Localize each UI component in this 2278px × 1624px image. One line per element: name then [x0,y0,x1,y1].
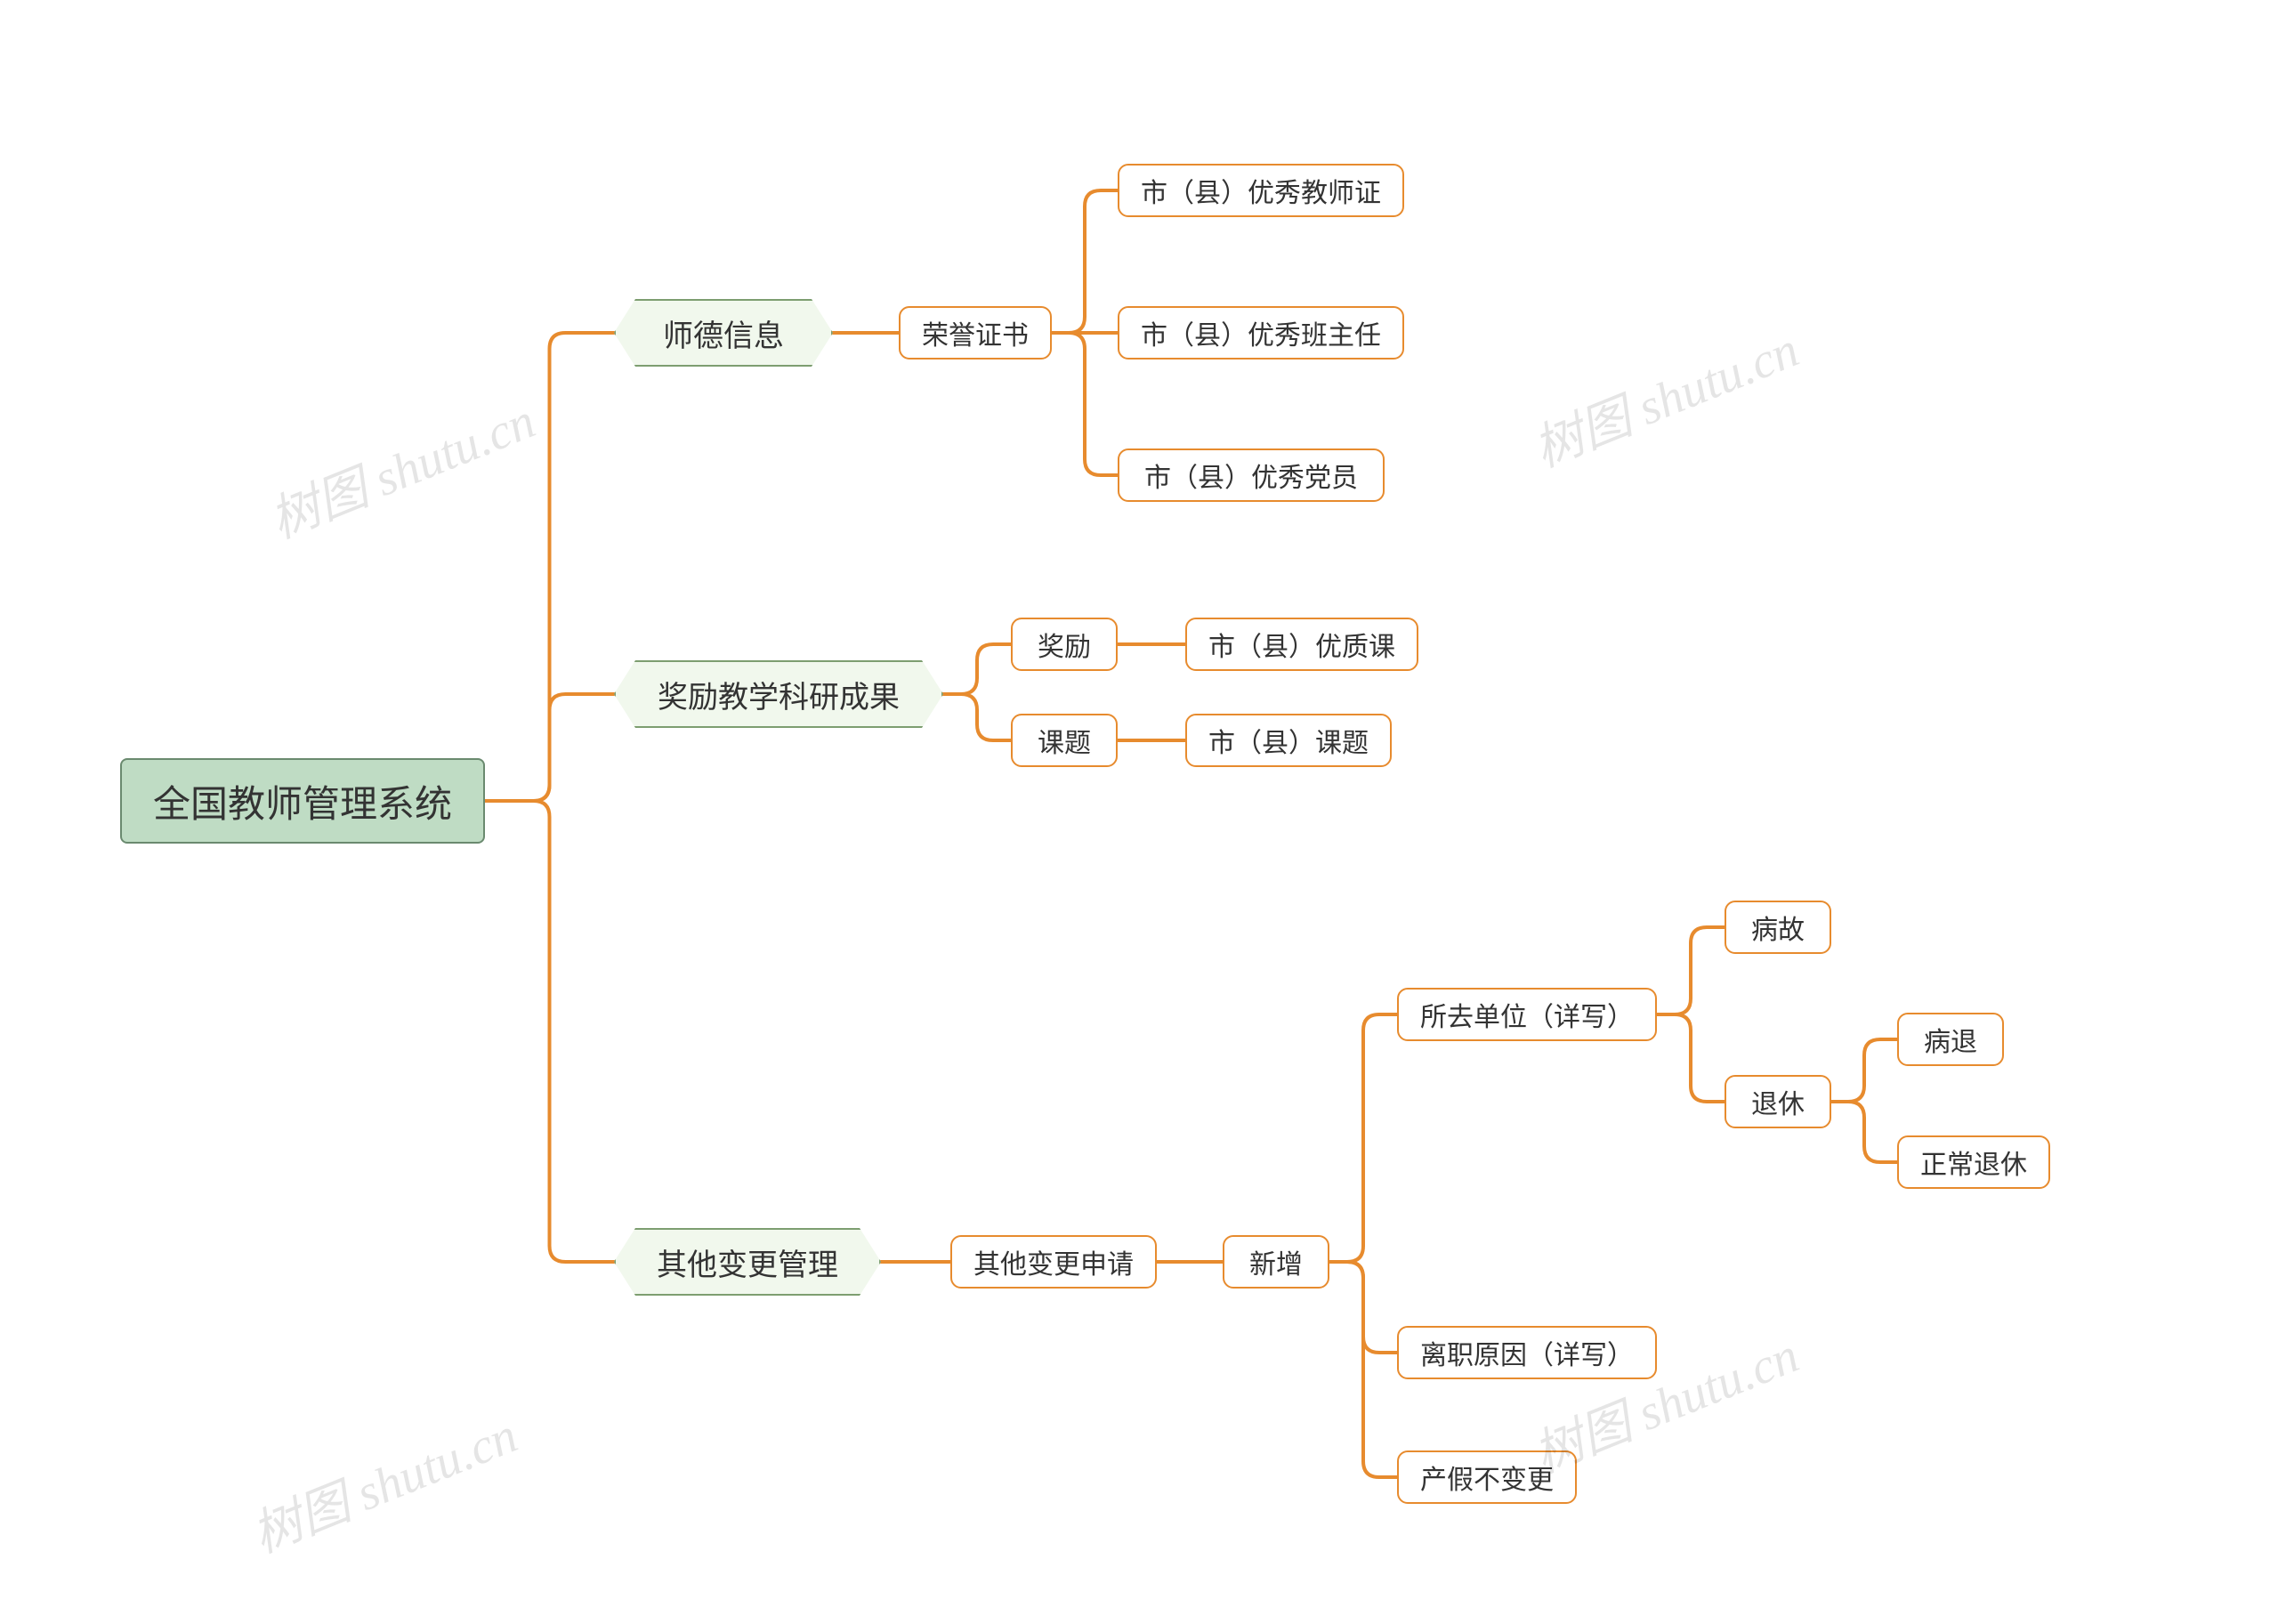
node-label: 全国教师管理系统 [153,774,452,828]
node-n7a[interactable]: 病退 [1897,1013,2004,1066]
node-label: 市（县）优秀班主任 [1141,313,1381,352]
connector [1831,1102,1897,1162]
connector [1052,333,1118,475]
node-label: 正常退休 [1920,1143,2027,1182]
connector [943,694,1011,740]
node-label: 病故 [1751,908,1805,947]
connector [1329,1262,1397,1477]
node-label: 奖励教学科研成果 [658,673,900,716]
connector [1329,1262,1397,1353]
node-n9[interactable]: 产假不变更 [1397,1450,1577,1504]
node-label: 其他变更申请 [973,1242,1134,1281]
mindmap-canvas: 全国教师管理系统师德信息奖励教学科研成果其他变更管理荣誉证书市（县）优秀教师证市… [0,0,2278,1624]
connector [943,644,1011,694]
watermark: 树图 shutu.cn [1522,310,1808,481]
node-label: 其他变更管理 [657,1240,838,1284]
connector [485,333,614,801]
node-label: 师德信息 [663,311,784,355]
node-label: 产假不变更 [1420,1458,1554,1497]
node-n2a[interactable]: 市（县）优质课 [1185,618,1418,671]
node-n1b[interactable]: 市（县）优秀班主任 [1118,306,1404,360]
node-label: 退休 [1751,1082,1805,1121]
node-l1c[interactable]: 其他变更管理 [614,1228,881,1296]
connector [485,801,614,1262]
node-n7b[interactable]: 正常退休 [1897,1135,2050,1189]
node-n1[interactable]: 荣誉证书 [899,306,1052,360]
node-n7[interactable]: 退休 [1725,1075,1831,1128]
node-label: 荣誉证书 [922,313,1029,352]
node-n3[interactable]: 课题 [1011,714,1118,767]
node-label: 市（县）优秀党员 [1144,456,1358,495]
connector [485,694,614,801]
node-n3a[interactable]: 市（县）课题 [1185,714,1392,767]
node-n2[interactable]: 奖励 [1011,618,1118,671]
node-n6a[interactable]: 病故 [1725,901,1831,954]
node-l1a[interactable]: 师德信息 [614,299,833,367]
node-label: 市（县）优质课 [1208,625,1395,664]
node-n1c[interactable]: 市（县）优秀党员 [1118,448,1385,502]
connector [1052,190,1118,333]
node-root[interactable]: 全国教师管理系统 [120,758,485,844]
node-n6[interactable]: 所去单位（详写） [1397,988,1657,1041]
node-n5[interactable]: 新增 [1223,1235,1329,1289]
node-label: 新增 [1249,1242,1303,1281]
node-label: 市（县）优秀教师证 [1141,171,1381,210]
connector [1831,1039,1897,1102]
node-l1b[interactable]: 奖励教学科研成果 [614,660,943,728]
node-label: 奖励 [1038,625,1091,664]
connector [1657,1014,1725,1102]
watermark: 树图 shutu.cn [258,381,545,553]
connector [1657,927,1725,1014]
node-n4[interactable]: 其他变更申请 [950,1235,1157,1289]
node-label: 课题 [1038,721,1091,760]
node-label: 离职原因（详写） [1420,1333,1634,1372]
node-n8[interactable]: 离职原因（详写） [1397,1326,1657,1379]
node-label: 市（县）课题 [1208,721,1369,760]
watermark: 树图 shutu.cn [240,1395,527,1567]
node-n1a[interactable]: 市（县）优秀教师证 [1118,164,1404,217]
connector [1329,1014,1397,1262]
node-label: 所去单位（详写） [1420,995,1634,1034]
node-label: 病退 [1924,1020,1977,1059]
